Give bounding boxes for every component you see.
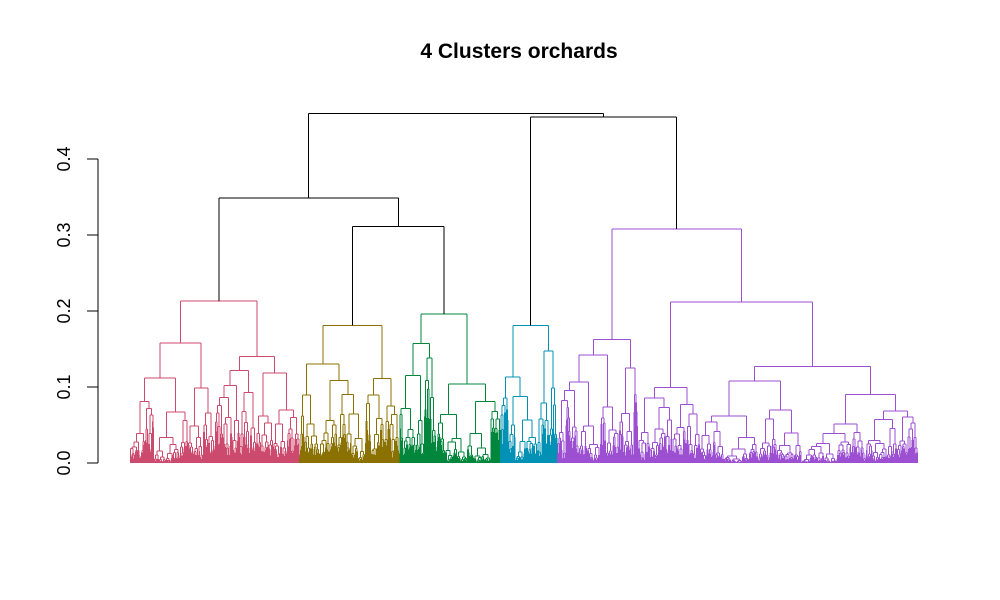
dendrogram-links	[129, 112, 919, 464]
y-tick-label: 0.2	[54, 298, 74, 323]
y-tick-label: 0.1	[54, 374, 74, 399]
y-tick-label: 0.3	[54, 222, 74, 247]
y-tick-label: 0.4	[54, 146, 74, 171]
y-tick-label: 0.0	[54, 450, 74, 475]
y-axis: 0.0 0.1 0.2 0.3 0.4	[54, 146, 99, 476]
chart-title: 4 Clusters orchards	[420, 40, 617, 63]
